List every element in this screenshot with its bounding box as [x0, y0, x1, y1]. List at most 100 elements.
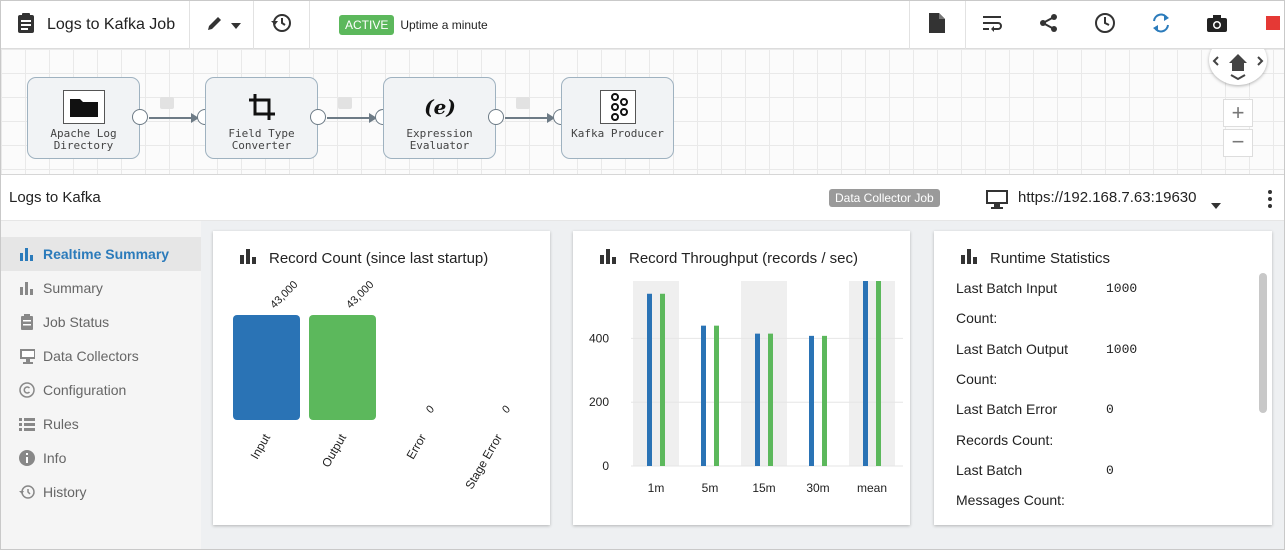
sidebar-item-rules[interactable]: Rules — [1, 407, 201, 441]
stat-label: Count: — [956, 371, 998, 387]
pan-control[interactable] — [1209, 49, 1267, 85]
output-port[interactable] — [488, 109, 504, 125]
data-collector-url-dropdown[interactable]: https://192.168.7.63:19630 — [1018, 189, 1197, 206]
pipeline-links — [149, 113, 555, 123]
list-icon — [19, 416, 35, 432]
bar-chart-icon — [960, 248, 978, 268]
data-label: 0 — [424, 403, 437, 416]
bar — [768, 333, 773, 466]
job-title: Logs to Kafka Job — [47, 16, 176, 33]
stat-value: 0 — [1106, 402, 1114, 417]
clipboard-icon — [19, 314, 35, 330]
scrollbar[interactable] — [1259, 273, 1267, 413]
output-port[interactable] — [132, 109, 148, 125]
bar — [309, 315, 376, 420]
stat-label: Last Batch Error — [956, 401, 1058, 417]
stat-value: 0 — [1106, 463, 1114, 478]
card-title: Record Count (since last startup) — [269, 249, 489, 267]
card-header: Runtime Statistics — [960, 248, 1110, 268]
chevron-down-icon[interactable] — [1211, 196, 1221, 214]
link-preview-icon[interactable] — [516, 97, 530, 109]
panel-title: Logs to Kafka — [9, 189, 101, 206]
sync-button[interactable] — [1147, 1, 1175, 49]
record-count-card: Record Count (since last startup) 43,000… — [213, 231, 550, 525]
bar — [809, 335, 814, 466]
sidebar-item-configuration[interactable]: Configuration — [1, 373, 201, 407]
category-band — [633, 281, 679, 466]
bar — [876, 281, 881, 466]
sidebar-item-data-collectors[interactable]: Data Collectors — [1, 339, 201, 373]
monitor-icon — [19, 348, 35, 364]
stage-label: Apache Log Directory — [50, 127, 117, 152]
history-icon — [270, 12, 292, 39]
output-port[interactable] — [310, 109, 326, 125]
link-preview-icon[interactable] — [160, 97, 174, 109]
realtime-summary-content: Record Count (since last startup) 43,000… — [201, 221, 1284, 549]
wrap-text-icon — [982, 14, 1004, 37]
sidebar-item-label: Rules — [43, 416, 79, 432]
stage-apache-log-directory[interactable]: Apache Log Directory — [27, 77, 140, 159]
edit-button[interactable] — [197, 1, 249, 49]
runtime-statistics-card: Runtime Statistics Last Batch Input 1000… — [934, 231, 1272, 525]
x-tick-label: 15m — [752, 481, 775, 495]
y-tick-label: 400 — [589, 331, 609, 345]
bar — [822, 335, 827, 466]
tick-label: Error — [404, 432, 429, 462]
history-icon — [19, 484, 35, 500]
bar — [863, 281, 868, 466]
x-tick-label: 1m — [648, 481, 665, 495]
category-band — [741, 281, 787, 466]
stage-label: Field Type Converter — [228, 127, 295, 152]
bar-chart-icon — [599, 248, 617, 268]
stop-button[interactable] — [1263, 1, 1283, 49]
sidebar-item-label: Realtime Summary — [43, 246, 170, 262]
sidebar-item-summary[interactable]: Summary — [1, 271, 201, 305]
stat-label: Last Batch — [956, 462, 1023, 478]
bar — [755, 333, 760, 466]
x-tick-label: 5m — [702, 481, 719, 495]
more-vert-icon[interactable] — [1267, 189, 1273, 214]
sync-icon — [1151, 12, 1171, 39]
stage-field-type-converter[interactable]: Field Type Converter — [205, 77, 318, 159]
card-header: Record Throughput (records / sec) — [599, 248, 858, 268]
schedule-button[interactable] — [1091, 1, 1119, 49]
document-button[interactable] — [923, 1, 951, 49]
data-label: 43,000 — [344, 279, 376, 311]
monitor-icon — [985, 189, 1009, 214]
sidebar-item-job-status[interactable]: Job Status — [1, 305, 201, 339]
sidebar-item-history[interactable]: History — [1, 475, 201, 509]
info-icon — [19, 450, 35, 466]
pipeline-canvas[interactable]: Apache Log Directory Field Type Converter … — [1, 49, 1284, 175]
category-band — [849, 281, 895, 466]
stat-label: Last Batch Output — [956, 341, 1069, 357]
copyright-icon — [19, 382, 35, 398]
stat-label: Records Count: — [956, 432, 1054, 448]
sidebar: Realtime Summary Summary Job Status Data… — [1, 221, 201, 549]
clipboard-icon — [17, 12, 35, 39]
sidebar-item-info[interactable]: Info — [1, 441, 201, 475]
pencil-icon — [205, 13, 225, 38]
bar — [233, 315, 300, 420]
snapshot-button[interactable] — [1203, 1, 1231, 49]
sidebar-item-realtime-summary[interactable]: Realtime Summary — [1, 237, 201, 271]
link-preview-icon[interactable] — [338, 97, 352, 109]
zoom-in-button[interactable]: + — [1223, 99, 1253, 127]
status-badge: ACTIVE — [339, 15, 395, 35]
bar-chart-icon — [239, 248, 257, 268]
stage-expression-evaluator[interactable]: (e) Expression Evaluator — [383, 77, 496, 159]
stop-icon — [1266, 15, 1280, 35]
clock-icon — [1094, 12, 1116, 39]
history-button[interactable] — [263, 1, 299, 49]
stat-value: 1000 — [1106, 281, 1138, 296]
bar — [647, 293, 652, 466]
zoom-out-button[interactable]: − — [1223, 129, 1253, 157]
uptime-text: Uptime a minute — [400, 18, 488, 32]
y-tick-label: 200 — [589, 395, 609, 409]
stage-kafka-producer[interactable]: Kafka Producer — [561, 77, 674, 159]
share-button[interactable] — [1035, 1, 1063, 49]
y-tick-label: 0 — [602, 459, 609, 473]
camera-icon — [1206, 14, 1228, 37]
wrap-button[interactable] — [979, 1, 1007, 49]
document-icon — [929, 12, 945, 38]
